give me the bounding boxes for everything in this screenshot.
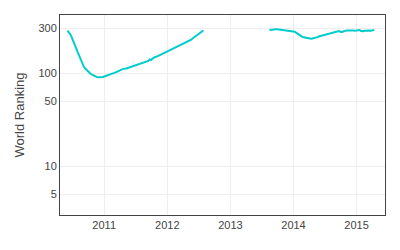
svg-text:World Ranking: World Ranking (12, 72, 27, 157)
svg-text:2012: 2012 (155, 219, 179, 231)
svg-text:2015: 2015 (344, 219, 368, 231)
svg-text:100: 100 (38, 67, 56, 79)
svg-text:2013: 2013 (218, 219, 242, 231)
svg-text:10: 10 (45, 160, 57, 172)
svg-text:50: 50 (45, 95, 57, 107)
svg-text:5: 5 (51, 188, 57, 200)
svg-text:300: 300 (38, 22, 56, 34)
svg-text:2011: 2011 (92, 219, 116, 231)
svg-text:2014: 2014 (281, 219, 305, 231)
